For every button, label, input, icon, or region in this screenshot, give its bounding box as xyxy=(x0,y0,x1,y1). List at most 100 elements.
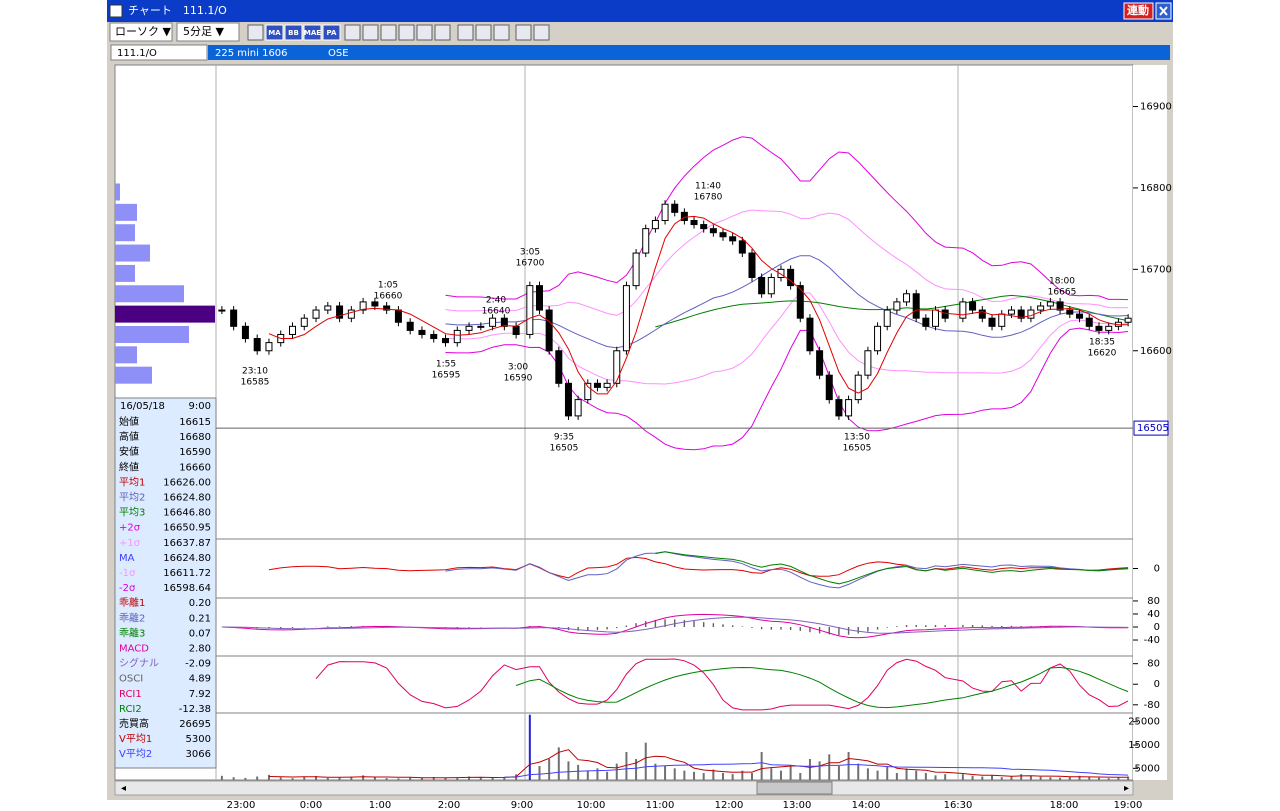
candle-body xyxy=(932,309,940,327)
macd-histogram xyxy=(327,626,329,627)
macd-line xyxy=(221,613,1129,639)
x-tick-label: 0:00 xyxy=(300,800,322,811)
volume-profile-bar xyxy=(115,346,137,364)
volume-bar xyxy=(315,776,318,780)
chart-type-dropdown[interactable] xyxy=(109,22,173,42)
volume-bar xyxy=(981,776,984,780)
toolbar-icon[interactable] xyxy=(362,24,379,41)
candle-body xyxy=(300,317,308,327)
info-value: 0.21 xyxy=(189,613,211,624)
volume-bar xyxy=(350,776,353,780)
candle-body xyxy=(1056,301,1064,311)
volume-profile-bar xyxy=(115,305,215,323)
volume-bar xyxy=(1127,776,1130,780)
toolbar-icon[interactable] xyxy=(247,24,264,41)
candle-body xyxy=(289,325,296,335)
macd-histogram xyxy=(905,625,908,627)
volume-profile-bar xyxy=(115,183,120,201)
toolbar-icon[interactable] xyxy=(475,24,492,41)
toolbar-icon[interactable] xyxy=(416,24,433,41)
volume-bar xyxy=(397,778,400,780)
volume-bar xyxy=(338,777,341,780)
candle-body xyxy=(359,301,367,311)
candle-body xyxy=(500,317,508,327)
info-label: 終値 xyxy=(119,460,139,473)
annotation-value: 16660 xyxy=(374,292,403,302)
macd-histogram xyxy=(693,621,695,627)
scroll-thumb[interactable] xyxy=(756,781,833,795)
info-label: RCI2 xyxy=(119,704,142,715)
candle-body xyxy=(835,399,843,417)
toolbar-button-label: PA xyxy=(327,29,337,37)
toolbar-button[interactable] xyxy=(303,24,322,41)
toolbar-button[interactable] xyxy=(322,24,341,41)
info-value: 16660 xyxy=(179,462,211,473)
info-value: 7.92 xyxy=(189,689,211,700)
link-button[interactable] xyxy=(1123,2,1154,20)
scroll-right[interactable]: ▸ xyxy=(1124,783,1129,794)
volume-bar xyxy=(722,773,725,780)
toolbar-icon[interactable] xyxy=(515,24,532,41)
toolbar-button[interactable] xyxy=(284,24,303,41)
annotation-value: 16595 xyxy=(432,371,461,381)
volume-bar xyxy=(1039,776,1042,780)
toolbar-icon[interactable] xyxy=(457,24,474,41)
info-value: 3066 xyxy=(186,749,211,760)
candle-body xyxy=(806,317,814,352)
volume-profile-bar xyxy=(115,264,135,282)
link-button-label: 連動 xyxy=(1127,3,1149,17)
y-tick-label: 16600 xyxy=(1140,346,1172,357)
toolbar-icon[interactable] xyxy=(380,24,397,41)
current-price-box xyxy=(1133,420,1169,436)
candle-body xyxy=(864,350,872,376)
current-price-label: 16505 xyxy=(1137,423,1169,434)
y-tick-label: -40 xyxy=(1144,635,1160,646)
toolbar-button[interactable] xyxy=(265,24,284,41)
macd-histogram xyxy=(635,623,637,627)
candle-body xyxy=(903,293,911,303)
candle-body xyxy=(845,399,853,417)
volume-bar xyxy=(615,763,618,780)
volume-profile-bar xyxy=(115,366,152,384)
toolbar-icon[interactable] xyxy=(344,24,361,41)
candle-body xyxy=(406,321,414,331)
volume-bar xyxy=(673,768,676,780)
y-tick-label: 40 xyxy=(1147,609,1160,620)
x-tick-label: 18:00 xyxy=(1050,800,1079,811)
toolbar-buttons: MA BB MAE PA xyxy=(247,24,550,41)
toolbar-icon[interactable] xyxy=(493,24,510,41)
info-label: 安値 xyxy=(119,445,139,458)
candle-body xyxy=(854,374,862,401)
candle-body xyxy=(603,382,611,388)
scrollbar[interactable] xyxy=(114,780,1134,796)
volume-bar xyxy=(468,776,471,780)
toolbar-icon[interactable] xyxy=(434,24,451,41)
toolbar-icon[interactable] xyxy=(533,24,550,41)
candle-body xyxy=(1027,309,1035,319)
macd-histogram xyxy=(616,627,618,629)
macd-histogram xyxy=(654,619,657,627)
volume-bar xyxy=(799,773,802,780)
volume-profile-bar xyxy=(115,224,135,242)
candle-body xyxy=(1017,309,1025,319)
code: 111.1/O xyxy=(117,48,157,59)
toolbar-icon[interactable] xyxy=(398,24,415,41)
y-tick-label: 0 xyxy=(1154,679,1160,690)
volume-average-1 xyxy=(268,749,1129,779)
volume-bar xyxy=(432,776,435,780)
candle-body xyxy=(709,228,717,234)
candle-body xyxy=(1085,317,1093,327)
info-label: +1σ xyxy=(119,538,141,549)
volume-bar xyxy=(420,777,423,780)
volume-bar xyxy=(625,752,628,780)
macd-histogram xyxy=(731,625,734,627)
x-tick-label: 11:00 xyxy=(646,800,675,811)
annotation-value: 16505 xyxy=(550,444,579,454)
annotation-time: 3:00 xyxy=(508,363,528,373)
interval-dropdown[interactable] xyxy=(176,22,240,42)
scroll-left[interactable]: ◂ xyxy=(121,783,126,794)
y-tick-label: 16900 xyxy=(1140,102,1172,113)
volume-bar xyxy=(362,775,365,780)
